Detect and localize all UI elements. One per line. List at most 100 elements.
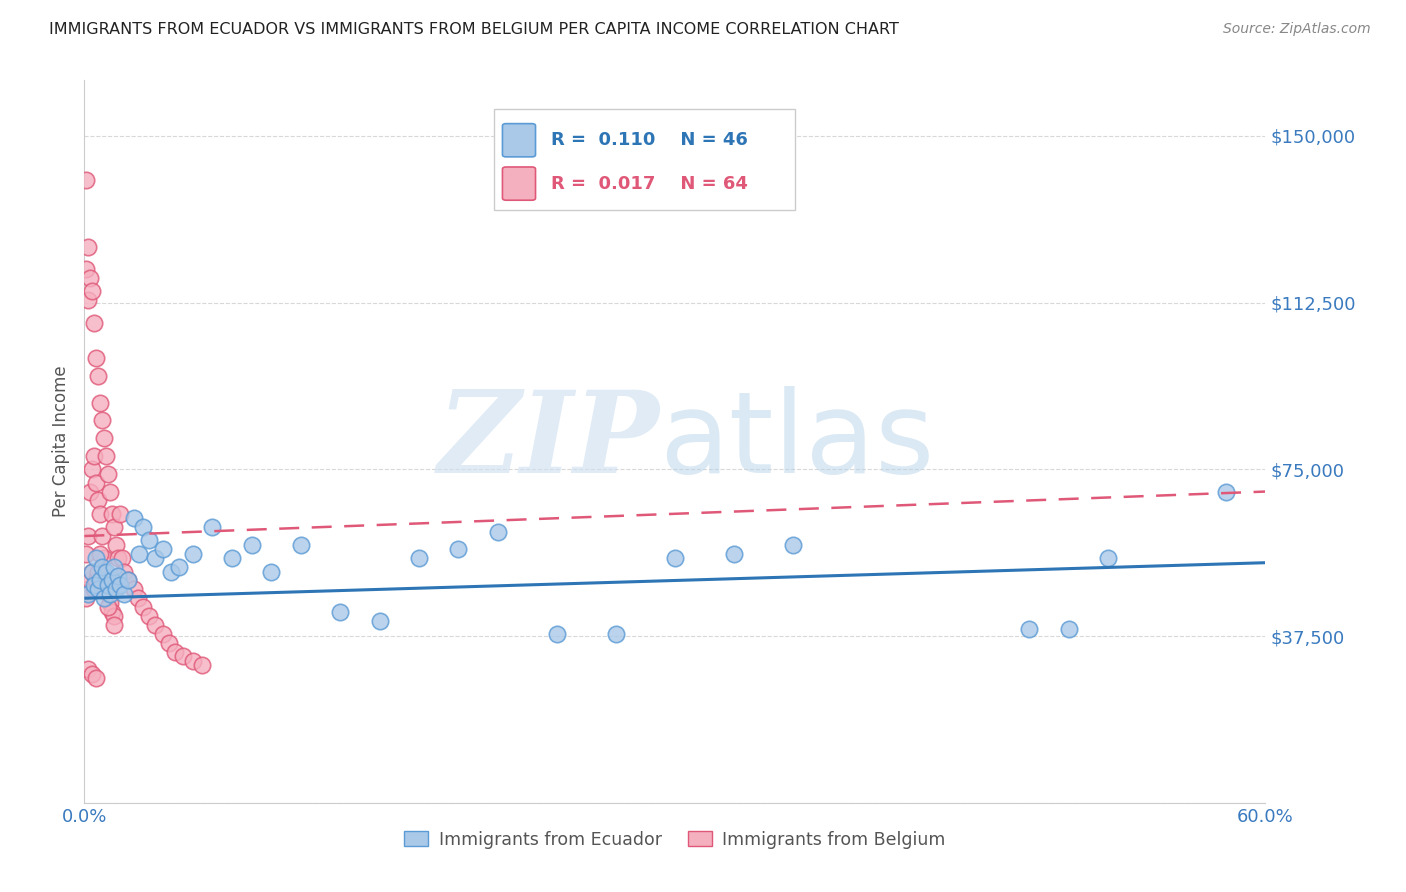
Point (98, 484, 121, 499)
Point (89, 507, 111, 521)
Point (112, 587, 135, 601)
Point (77, 582, 100, 597)
Point (723, 547, 745, 561)
Point (1097, 551, 1119, 566)
Point (87, 368, 110, 383)
Point (77, 587, 100, 601)
Point (107, 569, 129, 583)
Point (89, 574, 111, 588)
Point (240, 538, 263, 552)
Point (79, 271, 101, 285)
Text: Source: ZipAtlas.com: Source: ZipAtlas.com (1223, 22, 1371, 37)
Point (1018, 623, 1040, 637)
Point (157, 636, 180, 650)
Point (122, 511, 145, 525)
Point (127, 591, 149, 606)
Point (93, 591, 115, 606)
Point (152, 627, 174, 641)
Point (91, 413, 114, 427)
Point (97, 587, 120, 601)
Point (108, 578, 131, 592)
Point (82, 462, 104, 476)
Point (89, 582, 111, 597)
Point (447, 542, 470, 557)
Point (98, 587, 121, 601)
Point (83, 578, 105, 592)
Point (84, 671, 107, 685)
Point (103, 520, 125, 534)
Point (82, 565, 104, 579)
Point (664, 551, 686, 566)
Point (93, 431, 115, 445)
Point (103, 609, 125, 624)
Point (79, 484, 101, 499)
Point (486, 524, 509, 539)
Point (84, 551, 107, 566)
Point (143, 551, 166, 566)
Point (108, 507, 131, 521)
Point (75, 173, 97, 187)
Point (782, 538, 804, 552)
Point (89, 395, 111, 409)
Point (132, 600, 155, 615)
Point (75, 547, 97, 561)
Point (91, 529, 114, 543)
Point (97, 578, 120, 592)
Point (79, 574, 101, 588)
Point (112, 565, 135, 579)
Point (117, 574, 139, 588)
Point (83, 316, 105, 330)
Text: R =  0.110    N = 46: R = 0.110 N = 46 (551, 131, 748, 149)
Point (191, 657, 214, 672)
Point (167, 560, 190, 574)
Point (138, 533, 160, 548)
Point (128, 547, 150, 561)
Point (82, 285, 104, 299)
Legend: Immigrants from Ecuador, Immigrants from Belgium: Immigrants from Ecuador, Immigrants from… (396, 823, 953, 855)
Point (75, 262, 97, 277)
FancyBboxPatch shape (502, 124, 536, 157)
Text: R =  0.017    N = 64: R = 0.017 N = 64 (551, 175, 748, 193)
Text: IMMIGRANTS FROM ECUADOR VS IMMIGRANTS FROM BELGIUM PER CAPITA INCOME CORRELATION: IMMIGRANTS FROM ECUADOR VS IMMIGRANTS FR… (49, 22, 898, 37)
Point (103, 560, 125, 574)
Point (546, 627, 568, 641)
Y-axis label: Per Capita Income: Per Capita Income (52, 366, 70, 517)
Point (98, 596, 121, 610)
Point (368, 614, 391, 628)
Point (163, 645, 186, 659)
Point (101, 605, 124, 619)
Point (1215, 484, 1237, 499)
Point (329, 605, 352, 619)
Point (94, 449, 117, 463)
Point (94, 574, 117, 588)
Text: ZIP: ZIP (437, 386, 659, 497)
Point (84, 351, 107, 366)
Point (160, 565, 183, 579)
Point (75, 591, 97, 606)
Point (143, 618, 166, 632)
Point (89, 547, 111, 561)
Point (408, 551, 430, 566)
FancyBboxPatch shape (502, 167, 536, 200)
Point (111, 551, 134, 566)
Point (77, 529, 100, 543)
Point (91, 560, 114, 574)
Point (84, 574, 107, 588)
Point (103, 618, 125, 632)
Point (87, 565, 110, 579)
Point (83, 582, 105, 597)
Point (152, 542, 174, 557)
Point (97, 600, 120, 615)
Text: atlas: atlas (659, 386, 935, 497)
Point (82, 666, 104, 681)
Point (107, 551, 129, 566)
Point (104, 538, 127, 552)
Point (201, 520, 224, 534)
Point (290, 538, 312, 552)
Point (181, 547, 204, 561)
Point (181, 653, 204, 667)
Point (87, 582, 110, 597)
Point (82, 565, 104, 579)
Point (104, 582, 127, 597)
Point (93, 551, 115, 566)
